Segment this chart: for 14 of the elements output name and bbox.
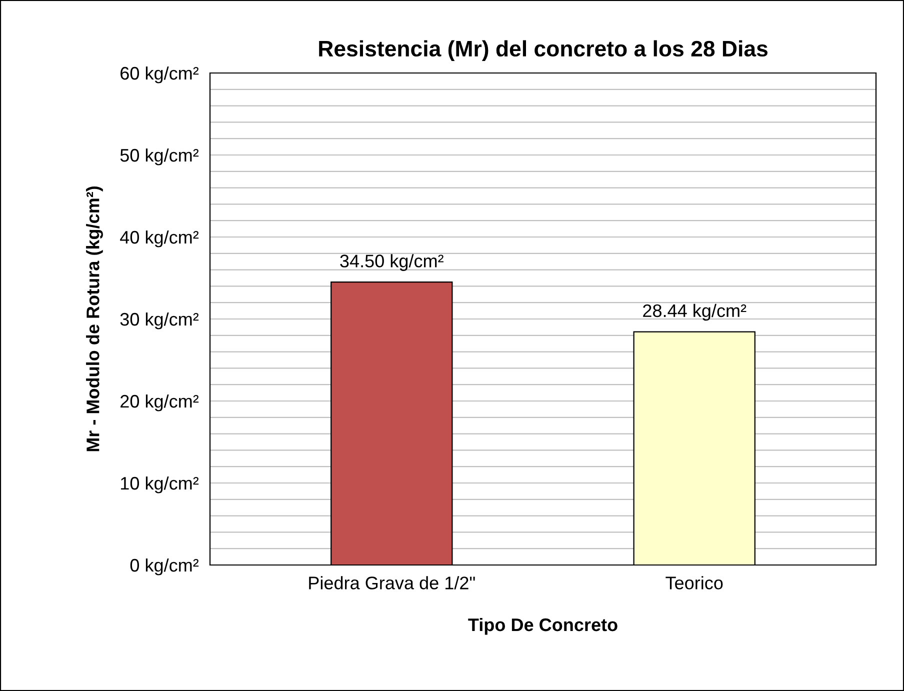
chart-title: Resistencia (Mr) del concreto a los 28 Dias: [319, 40, 768, 61]
y-tick-label: 50 kg/cm²: [120, 148, 199, 166]
data-label: 34.50 kg/cm²: [340, 254, 444, 271]
y-tick-label: 30 kg/cm²: [120, 312, 199, 330]
y-tick-label: 40 kg/cm²: [120, 230, 199, 248]
y-tick-label: 60 kg/cm²: [120, 66, 199, 84]
y-tick-label: 10 kg/cm²: [121, 476, 199, 494]
x-tick-label: Teorico: [666, 576, 723, 590]
x-tick-label: Piedra Grava de 1/2": [309, 576, 475, 590]
y-tick-label: 0 kg/cm²: [130, 558, 199, 576]
x-axis-title: Tipo De Concreto: [468, 618, 618, 635]
data-label: 28.44 kg/cm²: [643, 304, 746, 321]
y-axis-title: Mr - Modulo de Rotura (kg/cm²): [86, 186, 103, 452]
y-tick-label: 20 kg/cm²: [120, 394, 199, 412]
